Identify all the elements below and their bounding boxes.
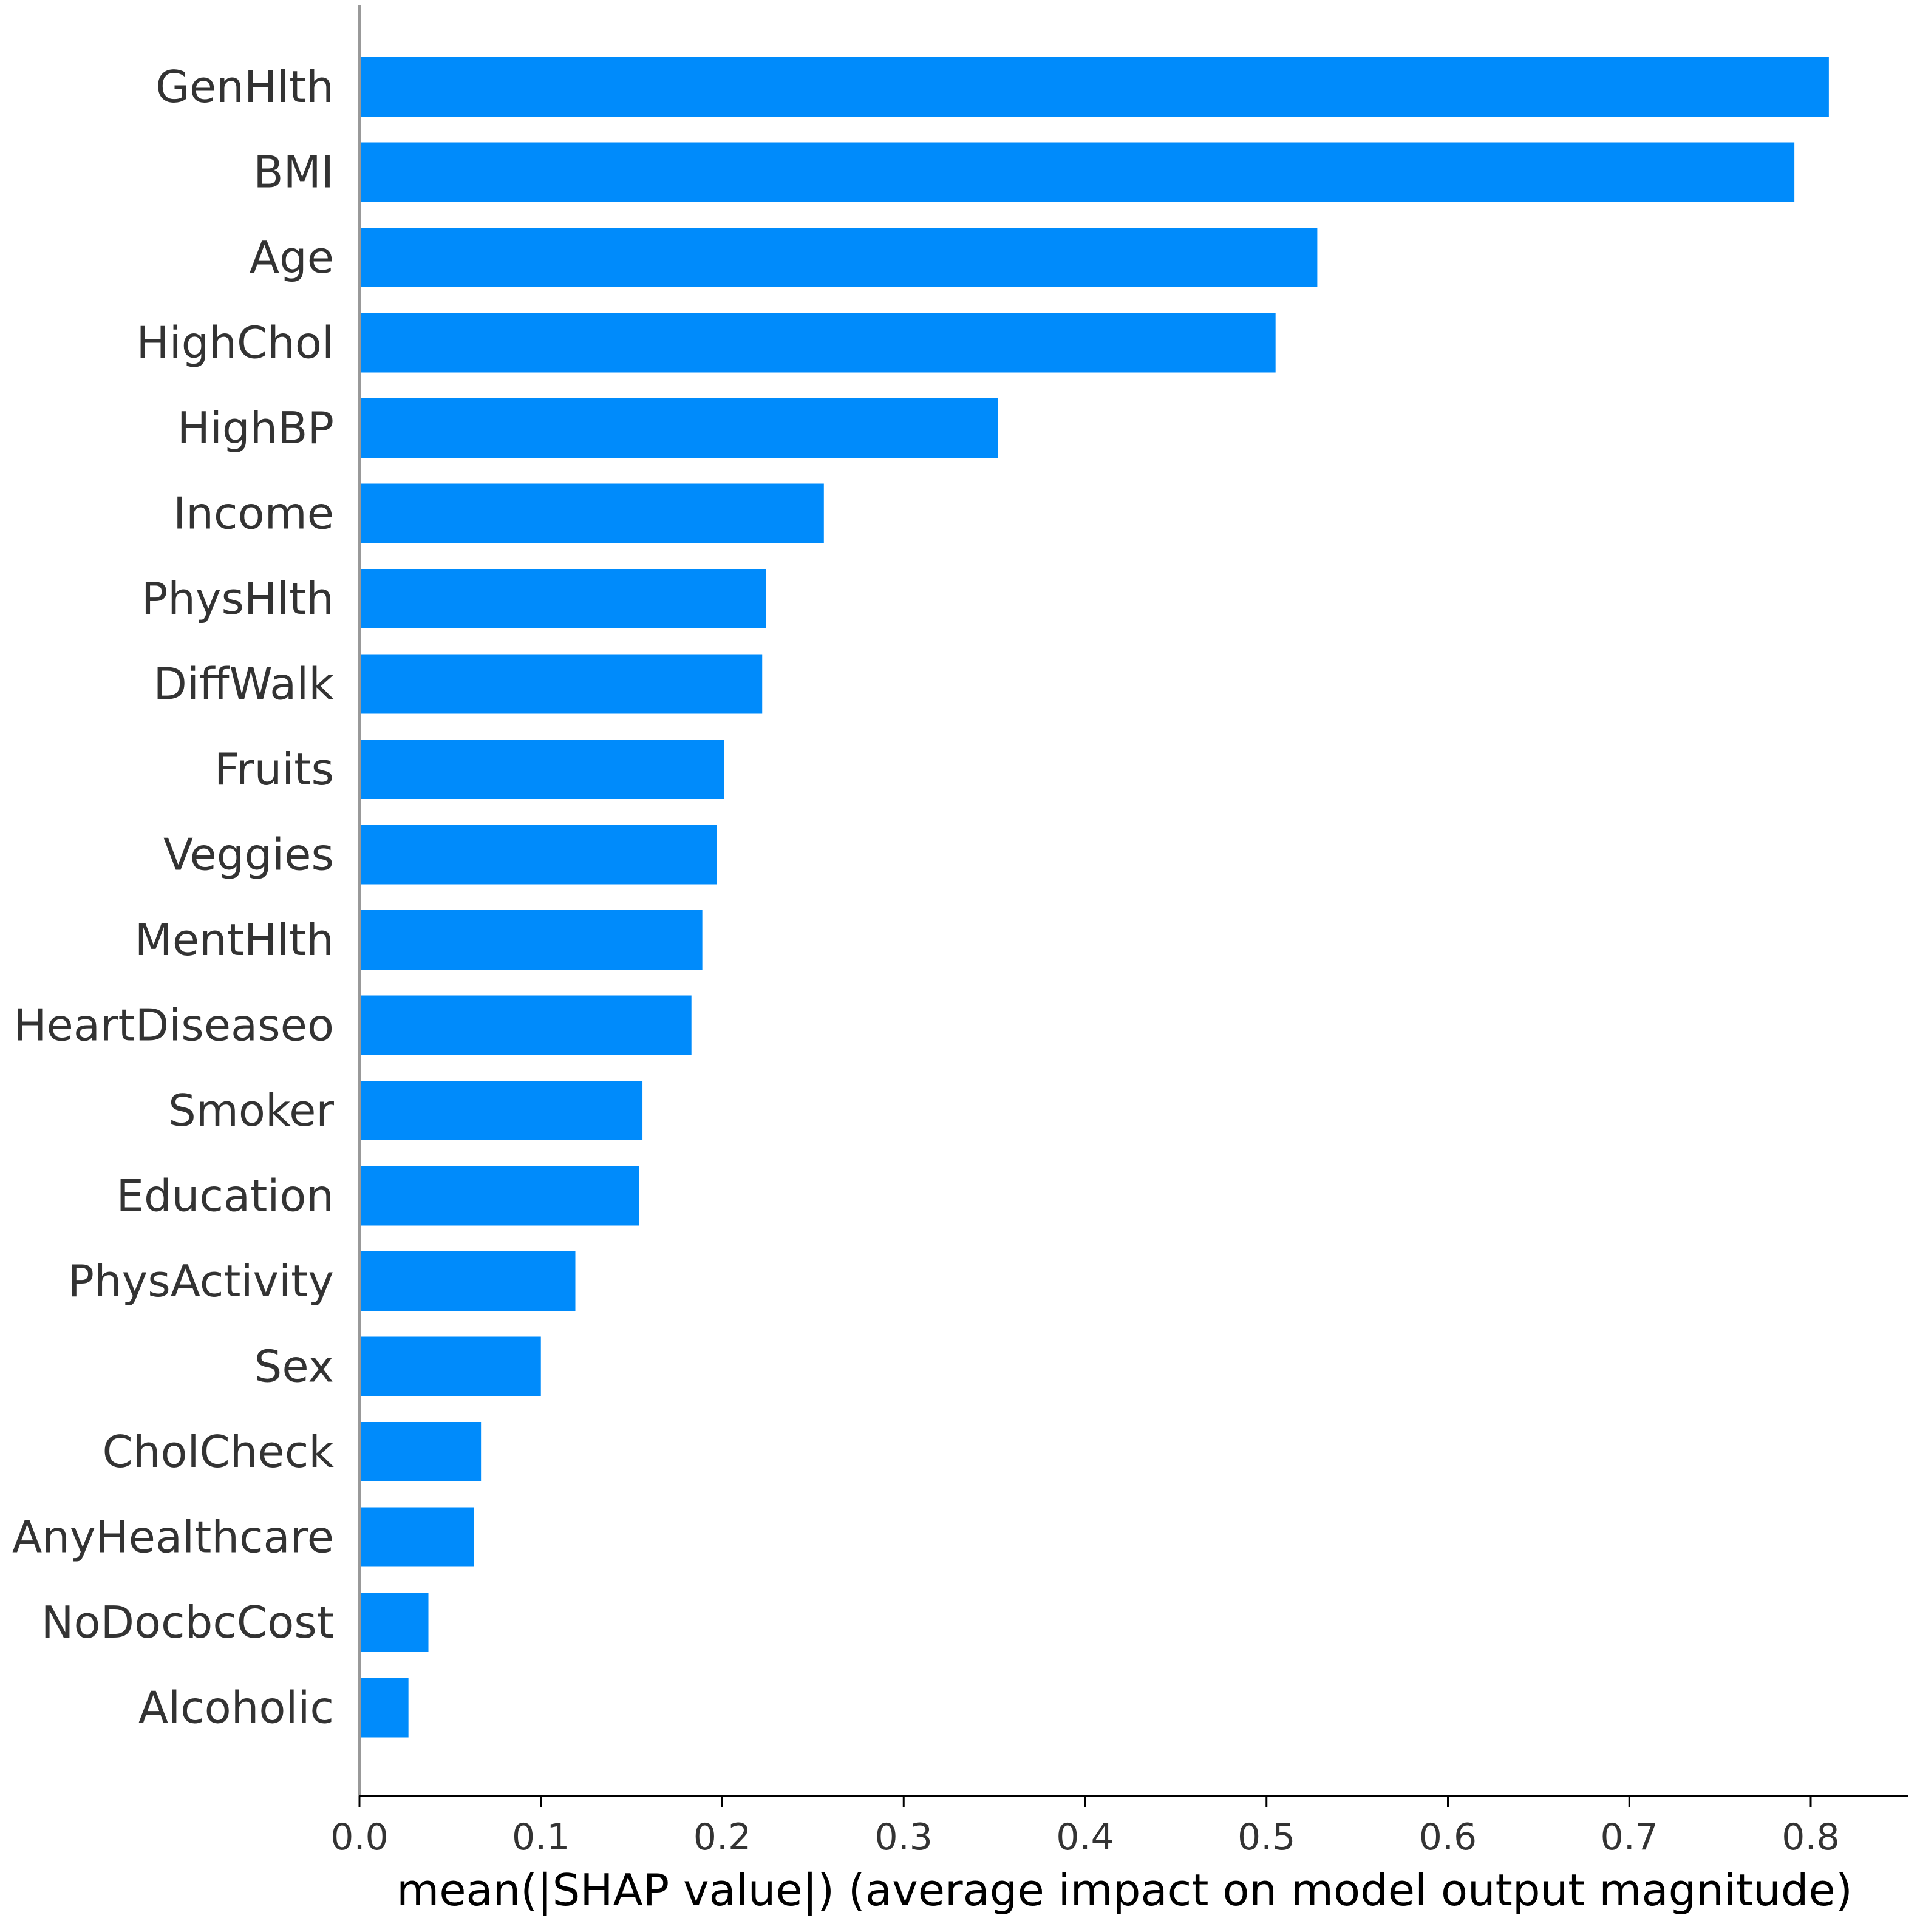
category-label-physactivity: PhysActivity bbox=[68, 1256, 334, 1307]
bars-layer bbox=[359, 57, 1829, 1738]
x-tick-label-1: 0.1 bbox=[512, 1816, 570, 1859]
bar-bmi bbox=[359, 142, 1795, 202]
x-tick-label-6: 0.6 bbox=[1419, 1816, 1477, 1859]
bar-anyhealthcare bbox=[359, 1507, 474, 1567]
category-label-veggies: Veggies bbox=[163, 829, 334, 880]
bar-sex bbox=[359, 1336, 541, 1396]
x-axis-ticks: 0.0 0.1 0.2 0.3 0.4 0.5 0.6 0.7 0.8 bbox=[330, 1796, 1840, 1859]
category-label-education: Education bbox=[117, 1171, 334, 1222]
category-label-highbp: HighBP bbox=[177, 403, 334, 454]
bar-highbp bbox=[359, 398, 998, 458]
category-label-age: Age bbox=[250, 232, 334, 283]
category-label-heartdiseaseo: HeartDiseaseo bbox=[13, 1000, 334, 1051]
bar-genhlth bbox=[359, 57, 1829, 117]
category-label-smoker: Smoker bbox=[168, 1085, 334, 1136]
category-label-income: Income bbox=[173, 488, 334, 539]
category-label-fruits: Fruits bbox=[214, 744, 334, 795]
category-label-sex: Sex bbox=[254, 1341, 334, 1392]
bar-age bbox=[359, 228, 1318, 287]
category-label-menthlth: MentHlth bbox=[135, 914, 334, 965]
category-label-alcoholic: Alcoholic bbox=[138, 1682, 334, 1733]
x-axis-title: mean(|SHAP value|) (average impact on mo… bbox=[397, 1865, 1853, 1916]
bar-fruits bbox=[359, 740, 724, 799]
bar-physactivity bbox=[359, 1251, 576, 1311]
x-tick-label-5: 0.5 bbox=[1237, 1816, 1295, 1859]
category-label-highchol: HighChol bbox=[137, 318, 334, 369]
bar-smoker bbox=[359, 1081, 643, 1140]
bar-nodocbccost bbox=[359, 1593, 429, 1652]
bar-income bbox=[359, 483, 824, 543]
bar-alcoholic bbox=[359, 1678, 409, 1738]
x-tick-label-8: 0.8 bbox=[1782, 1816, 1839, 1859]
bar-highchol bbox=[359, 313, 1276, 373]
bar-physhlth bbox=[359, 569, 766, 628]
bar-veggies bbox=[359, 825, 717, 885]
category-label-anyhealthcare: AnyHealthcare bbox=[12, 1512, 334, 1563]
category-label-diffwalk: DiffWalk bbox=[154, 659, 335, 710]
bar-education bbox=[359, 1166, 639, 1226]
bar-diffwalk bbox=[359, 654, 763, 714]
bar-menthlth bbox=[359, 910, 703, 970]
x-tick-label-7: 0.7 bbox=[1601, 1816, 1658, 1859]
x-tick-label-3: 0.3 bbox=[875, 1816, 933, 1859]
x-tick-label-4: 0.4 bbox=[1056, 1816, 1114, 1859]
bar-cholcheck bbox=[359, 1422, 482, 1481]
category-label-nodocbccost: NoDocbcCost bbox=[41, 1597, 334, 1648]
category-label-genhlth: GenHlth bbox=[155, 61, 334, 112]
category-label-cholcheck: CholCheck bbox=[103, 1426, 335, 1477]
bar-heartdiseaseo bbox=[359, 995, 692, 1055]
category-labels: GenHlth BMI Age HighChol HighBP Income PhysHlt… bbox=[12, 61, 334, 1733]
category-label-physhlth: PhysHlth bbox=[141, 573, 334, 624]
x-tick-label-2: 0.2 bbox=[693, 1816, 751, 1859]
category-label-bmi: BMI bbox=[253, 147, 334, 198]
x-tick-label-0: 0.0 bbox=[330, 1816, 388, 1859]
